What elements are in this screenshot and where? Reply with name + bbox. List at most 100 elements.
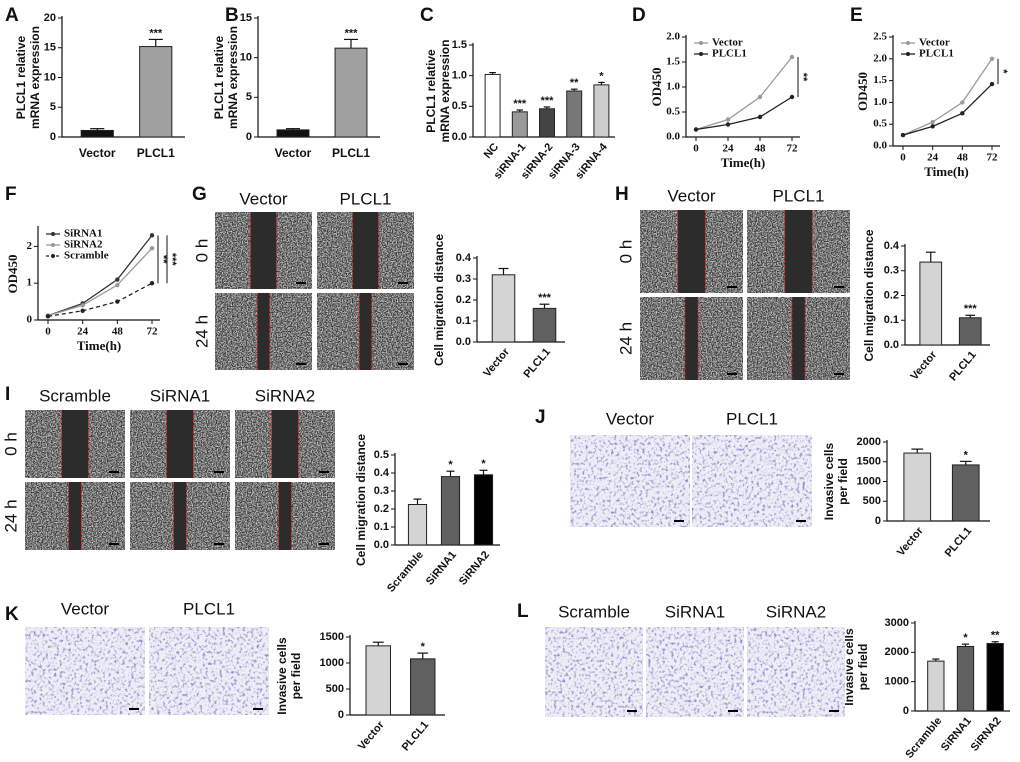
point: [757, 94, 763, 100]
point: [725, 122, 731, 127]
point: [115, 282, 120, 288]
significance: ***: [541, 95, 555, 107]
y-tick-label: 5: [246, 91, 252, 103]
legend-marker: [699, 52, 703, 56]
panel-letter: K: [5, 604, 19, 625]
point: [789, 54, 795, 60]
bar: [410, 658, 436, 716]
x-tick-label: Scramble: [903, 715, 944, 761]
bar: [593, 84, 610, 138]
y-axis-label: PLCL1 relative: [14, 35, 28, 119]
x-tick-label: PLCL1: [137, 146, 175, 160]
y-axis-label: Invasive cells: [842, 628, 856, 706]
wound-gap: [257, 293, 270, 370]
y-tick-label: 1.5: [873, 74, 887, 86]
x-tick-label: PLCL1: [400, 719, 432, 753]
significance: *: [997, 69, 1009, 74]
y-axis-label: Invasive cells: [275, 637, 289, 715]
y-tick-label: 10: [240, 52, 252, 64]
wound-gap: [250, 212, 277, 289]
legend-label: PLCL1: [919, 48, 954, 60]
legend-label: SiRNA2: [64, 239, 103, 251]
micrograph: [646, 627, 744, 717]
y-tick-label: 0.3: [884, 265, 899, 277]
bar: [927, 660, 945, 712]
x-tick-label: SiRNA1: [939, 715, 974, 754]
micrograph: [25, 627, 145, 715]
y-tick-label: 0.5: [873, 118, 887, 130]
x-tick-label: PLCL1: [943, 525, 975, 559]
significance: ***: [513, 98, 527, 110]
image-column-label: PLCL1: [726, 409, 778, 428]
y-tick-label: 0.1: [456, 315, 471, 327]
panel-letter: D: [632, 5, 646, 26]
significance: ***: [166, 253, 178, 267]
y-tick-label: 2000: [857, 436, 881, 448]
image-column-label: PLCL1: [773, 186, 825, 205]
y-axis-label: Cell migration distance: [354, 434, 368, 566]
panel-letter: F: [5, 184, 17, 205]
image-column-label: SiRNA1: [665, 602, 725, 621]
x-tick-label: SiRNA2: [969, 715, 1004, 754]
y-axis-label: mRNA expression: [438, 40, 452, 143]
x-tick-label: SiRNA1: [424, 549, 459, 588]
panel-letter: E: [850, 5, 863, 26]
y-axis-label: Invasive cells: [822, 442, 836, 520]
bar: [986, 643, 1004, 712]
x-tick-label: 72: [147, 326, 159, 338]
image-row-label: 0 h: [616, 240, 635, 264]
y-tick-label: 10: [44, 71, 56, 83]
x-tick-label: Vector: [895, 525, 926, 559]
x-tick-label: 24: [723, 143, 735, 155]
panel-letter: I: [5, 384, 10, 405]
y-tick-label: 0.3: [374, 485, 389, 497]
wound-gap: [68, 482, 82, 550]
y-tick-label: 500: [863, 495, 881, 507]
wound-gap: [278, 482, 292, 550]
y-tick-label: 1500: [320, 631, 344, 643]
bar: [919, 261, 943, 346]
bar: [407, 504, 428, 546]
micrograph: [570, 435, 690, 527]
y-tick-label: 5: [50, 101, 56, 113]
legend-marker: [51, 243, 55, 247]
x-tick-label: NC: [482, 141, 501, 161]
point: [115, 299, 120, 304]
y-tick-label: 0.4: [884, 240, 900, 252]
x-tick-label: 0: [693, 143, 699, 155]
panel-letter: G: [192, 184, 207, 205]
x-tick-label: Vector: [908, 349, 939, 383]
y-tick-label: 0: [27, 314, 33, 326]
y-tick-label: 0.1: [374, 521, 389, 533]
significance: *: [421, 641, 426, 653]
bar: [958, 317, 982, 346]
image-row-label: 24 h: [616, 322, 635, 355]
y-tick-label: 3000: [885, 617, 909, 629]
bar: [539, 108, 555, 138]
point: [930, 124, 935, 129]
bar: [566, 90, 583, 138]
wound-gap: [61, 410, 89, 478]
point: [757, 114, 763, 120]
wound-gap: [166, 410, 194, 478]
point: [149, 246, 155, 251]
point: [149, 233, 155, 238]
y-tick-label: 1000: [885, 676, 909, 688]
bar: [80, 129, 114, 138]
legend-label: Vector: [919, 37, 950, 49]
significance: **: [570, 77, 579, 89]
legend-label: Vector: [712, 37, 743, 49]
point: [693, 127, 699, 132]
significance: **: [991, 630, 1000, 642]
bar: [532, 307, 557, 343]
y-tick-label: 2: [27, 240, 33, 252]
y-axis-label: per field: [289, 653, 303, 700]
y-tick-label: 0.4: [456, 252, 472, 264]
image-column-label: Scramble: [558, 602, 630, 621]
significance: ***: [345, 27, 359, 39]
y-axis-label: PLCL1 relative: [424, 49, 438, 133]
y-axis-label: Cell migration distance: [432, 234, 446, 366]
image-column-label: Vector: [667, 186, 716, 205]
significance: ***: [538, 292, 552, 304]
panel-letter: L: [517, 601, 529, 622]
